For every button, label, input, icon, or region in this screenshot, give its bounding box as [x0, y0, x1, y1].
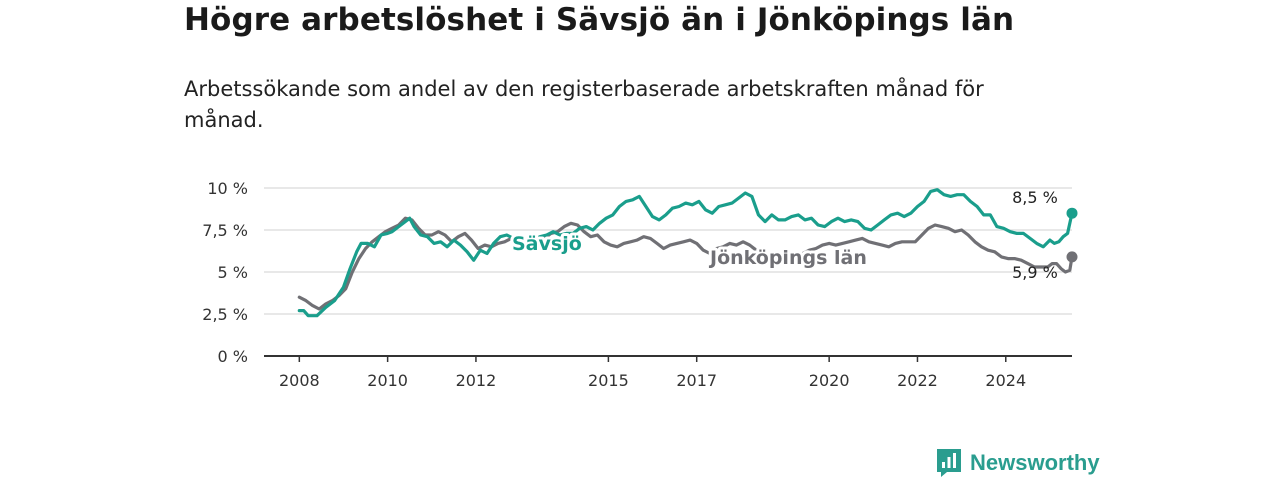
x-tick-label: 2015 [588, 371, 629, 390]
x-tick-label: 2008 [279, 371, 320, 390]
savsjo-series-line [297, 188, 1074, 318]
savsjo-series-label: Sävsjö [512, 233, 582, 255]
savsjo-end-point [1066, 207, 1078, 219]
x-tick-label: 2024 [985, 371, 1026, 390]
x-tick-label: 2017 [676, 371, 717, 390]
y-tick-label: 5 % [218, 263, 248, 282]
line-chart: 0 % 2,5 % 5 % 7,5 % 10 % 2008 2010 2012 2015 2017… [202, 179, 1078, 390]
brand-name: Newsworthy [970, 450, 1100, 475]
x-tick-label: 2010 [367, 371, 408, 390]
y-tick-label: 0 % [218, 347, 248, 366]
jonkoping-series-line [297, 216, 1074, 311]
chart-title: Högre arbetslöshet i Sävsjö än i Jönköpi… [184, 2, 1015, 38]
chart-subtitle: Arbetssökande som andel av den registerb… [184, 77, 984, 132]
jonkoping-end-value-label: 5,9 % [1012, 263, 1058, 282]
newsworthy-logo: Newsworthy [936, 448, 1100, 478]
jonkoping-series-label: Jönköpings län [708, 247, 867, 269]
savsjo-end-value-label: 8,5 % [1012, 188, 1058, 207]
y-tick-label: 7,5 % [202, 221, 248, 240]
jonkoping-end-point [1066, 251, 1078, 263]
x-tick-label: 2022 [897, 371, 938, 390]
x-tick-label: 2020 [809, 371, 850, 390]
y-tick-label: 2,5 % [202, 305, 248, 324]
newsworthy-icon [937, 449, 961, 477]
x-tick-label: 2012 [456, 371, 497, 390]
y-tick-label: 10 % [207, 179, 248, 198]
